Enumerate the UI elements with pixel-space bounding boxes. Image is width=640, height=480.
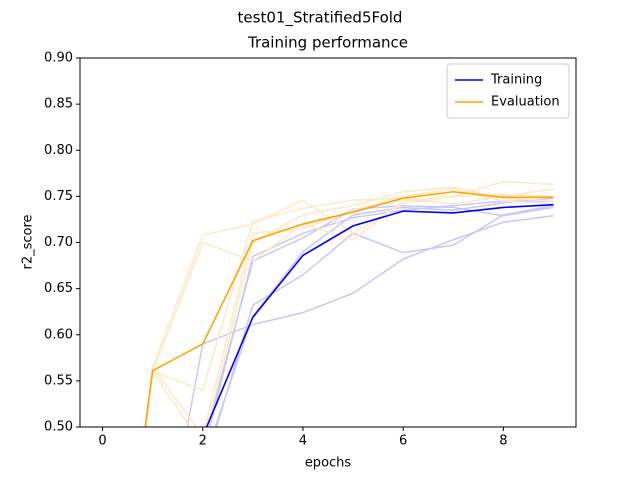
series-line: [144, 190, 554, 427]
x-axis-label: epochs: [305, 456, 352, 471]
series-line: [205, 203, 554, 427]
x-tick-label: 0: [98, 434, 106, 449]
y-tick-label: 0.90: [44, 51, 73, 66]
chart-title: Training performance: [247, 34, 408, 52]
suptitle: test01_Stratified5Fold: [238, 9, 403, 28]
fold-line: [186, 215, 554, 427]
fold-line: [145, 186, 554, 427]
y-tick-label: 0.70: [44, 235, 73, 250]
x-tick-label: 2: [199, 434, 207, 449]
legend-label: Training: [490, 73, 542, 88]
axes-frame: [79, 57, 577, 428]
y-tick-label: 0.85: [44, 97, 73, 112]
y-tick-label: 0.80: [44, 143, 73, 158]
y-axis-label: r2_score: [21, 214, 36, 269]
y-tick-label: 0.60: [44, 327, 73, 342]
fold-line: [214, 197, 554, 427]
y-tick-label: 0.65: [44, 281, 73, 296]
x-tick-label: 8: [499, 434, 507, 449]
x-tick-label: 4: [299, 434, 307, 449]
plot-area: [144, 180, 554, 427]
fold-line: [208, 200, 554, 427]
legend-box: [446, 63, 570, 119]
legend-label: Evaluation: [491, 95, 560, 110]
y-tick-label: 0.75: [44, 189, 73, 204]
fold-line: [144, 193, 554, 427]
y-tick-label: 0.55: [44, 373, 73, 388]
fold-line: [145, 188, 554, 427]
y-tick-label: 0.50: [44, 420, 73, 435]
x-tick-label: 6: [399, 434, 407, 449]
fold-line: [145, 180, 554, 427]
fold-line: [206, 204, 554, 427]
fold-line: [215, 204, 554, 427]
